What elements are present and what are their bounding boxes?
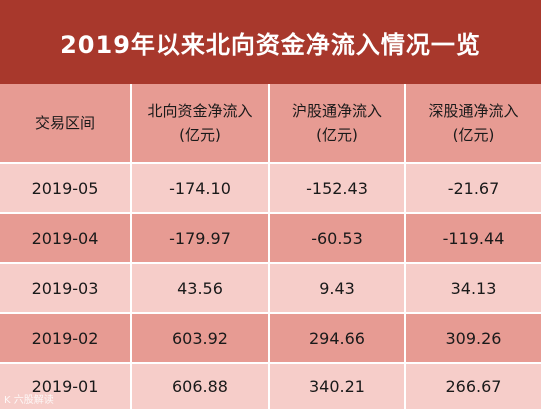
table-row: 2019-03 43.56 9.43 34.13 [0,264,541,314]
cell-period: 2019-02 [0,314,132,364]
cell-northbound: 43.56 [132,264,270,314]
cell-shanghai-connect: 9.43 [270,264,406,314]
table-row: 2019-02 603.92 294.66 309.26 [0,314,541,364]
cell-shanghai-connect: 340.21 [270,364,406,411]
table-title: 2019年以来北向资金净流入情况一览 [60,30,481,59]
cell-period: 2019-01 [0,364,132,411]
cell-northbound: -174.10 [132,164,270,214]
header-label: 深股通净流入 [428,102,519,120]
cell-shanghai-connect: 294.66 [270,314,406,364]
watermark-logo: K 六股解读 [4,395,54,406]
cell-northbound: 606.88 [132,364,270,411]
table-row: 2019-04 -179.97 -60.53 -119.44 [0,214,541,264]
cell-period: 2019-03 [0,264,132,314]
header-cell-shenzhen-connect: 深股通净流入 (亿元) [406,84,541,164]
header-unit: (亿元) [452,126,495,144]
data-table: 交易区间 北向资金净流入 (亿元) 沪股通净流入 (亿元) 深股通净流入 (亿元… [0,84,541,411]
header-label: 北向资金净流入 [147,102,253,120]
cell-shenzhen-connect: 34.13 [406,264,541,314]
table-row: 2019-05 -174.10 -152.43 -21.67 [0,164,541,214]
cell-northbound: -179.97 [132,214,270,264]
cell-period: 2019-05 [0,164,132,214]
cell-period: 2019-04 [0,214,132,264]
table-row: 2019-01 606.88 340.21 266.67 [0,364,541,411]
cell-shenzhen-connect: 266.67 [406,364,541,411]
cell-shanghai-connect: -60.53 [270,214,406,264]
header-unit: (亿元) [316,126,358,144]
header-cell-northbound: 北向资金净流入 (亿元) [132,84,270,164]
cell-shanghai-connect: -152.43 [270,164,406,214]
header-unit: (亿元) [179,126,221,144]
title-bar: 2019年以来北向资金净流入情况一览 [0,0,541,84]
cell-shenzhen-connect: -119.44 [406,214,541,264]
header-label: 沪股通净流入 [291,102,382,120]
cell-shenzhen-connect: -21.67 [406,164,541,214]
cell-shenzhen-connect: 309.26 [406,314,541,364]
header-cell-shanghai-connect: 沪股通净流入 (亿元) [270,84,406,164]
cell-northbound: 603.92 [132,314,270,364]
header-label: 交易区间 [34,114,95,132]
table-header-row: 交易区间 北向资金净流入 (亿元) 沪股通净流入 (亿元) 深股通净流入 (亿元… [0,84,541,164]
header-cell-period: 交易区间 [0,84,132,164]
